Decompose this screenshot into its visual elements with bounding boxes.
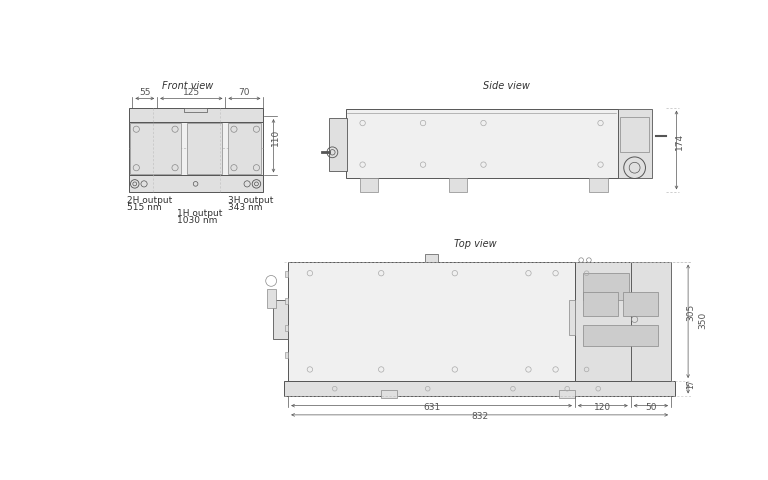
Text: 3H output: 3H output: [228, 196, 273, 205]
Text: 70: 70: [239, 88, 250, 97]
Text: 350: 350: [698, 312, 707, 329]
Bar: [346, 109, 617, 179]
Text: 50: 50: [645, 403, 657, 412]
Bar: [583, 325, 658, 347]
Text: Front view: Front view: [162, 81, 213, 91]
Bar: [559, 390, 575, 398]
Bar: [359, 179, 378, 192]
Text: 343 nm: 343 nm: [228, 203, 262, 212]
Bar: [128, 175, 263, 192]
Bar: [187, 123, 221, 174]
Text: 2H output: 2H output: [127, 196, 172, 205]
Bar: [285, 352, 288, 358]
Bar: [589, 179, 607, 192]
Bar: [285, 271, 288, 277]
Bar: [285, 325, 288, 331]
Bar: [266, 288, 276, 308]
Text: 174: 174: [675, 133, 684, 150]
Bar: [617, 109, 653, 179]
Text: 631: 631: [423, 403, 440, 412]
Text: Top view: Top view: [455, 239, 497, 249]
Text: Side view: Side view: [483, 81, 530, 91]
Bar: [184, 108, 207, 112]
Bar: [130, 123, 181, 174]
Bar: [128, 121, 263, 175]
Text: 1030 nm: 1030 nm: [177, 216, 217, 225]
Text: 17: 17: [686, 379, 695, 389]
Text: 110: 110: [271, 129, 280, 146]
Bar: [381, 390, 397, 398]
Bar: [329, 119, 347, 171]
Text: 125: 125: [183, 88, 200, 97]
Bar: [288, 262, 575, 381]
Bar: [620, 117, 650, 152]
Bar: [228, 123, 261, 174]
Text: 515 nm: 515 nm: [127, 203, 161, 212]
Bar: [575, 262, 631, 381]
Bar: [285, 298, 288, 304]
Bar: [583, 273, 629, 300]
Bar: [273, 300, 288, 339]
Bar: [623, 292, 658, 315]
Bar: [631, 262, 671, 381]
Text: 120: 120: [594, 403, 611, 412]
Bar: [128, 108, 263, 121]
Bar: [569, 300, 575, 335]
Text: 832: 832: [471, 412, 488, 421]
Text: 305: 305: [686, 304, 695, 321]
Bar: [425, 254, 438, 262]
Bar: [284, 381, 675, 396]
Bar: [449, 179, 467, 192]
Text: 55: 55: [139, 88, 151, 97]
Text: 1H output: 1H output: [177, 209, 222, 218]
Bar: [583, 292, 617, 315]
